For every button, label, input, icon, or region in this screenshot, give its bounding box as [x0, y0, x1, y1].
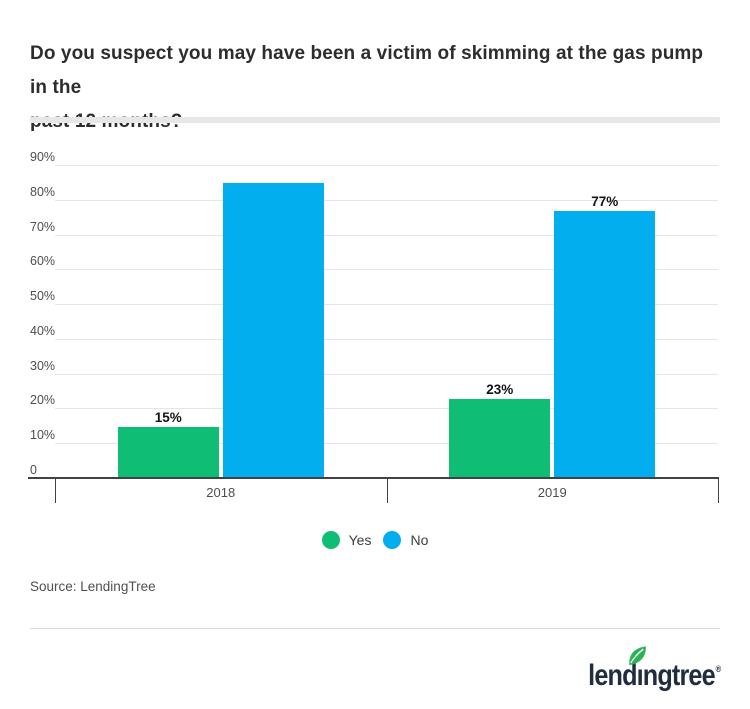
bar-no-2019 [554, 211, 656, 479]
x-axis-tick [55, 479, 56, 503]
source-text: Source: LendingTree [30, 579, 156, 594]
bar-value-label-yes-2018: 15% [154, 409, 182, 425]
legend-label-no: No [410, 532, 429, 548]
gridline-40% [55, 338, 718, 340]
bar-chart: 0 10% 20% 30% 40% 50% 60% 70% 80% 90% 15% 2018 23% 77… [28, 150, 719, 503]
logo-text-ngtree: ngtree [642, 659, 715, 692]
lendingtree-logo: lendıngtree® [563, 645, 721, 700]
footer-divider [30, 628, 720, 629]
x-axis-tick [386, 479, 388, 503]
y-axis-label: 60% [30, 254, 56, 269]
registered-mark: ® [715, 664, 721, 674]
bar-yes-2018 [117, 426, 219, 479]
y-axis-label: 90% [30, 150, 56, 164]
gridline-90% [55, 165, 718, 166]
x-axis-label-2019: 2019 [537, 485, 567, 500]
y-axis-label: 30% [30, 358, 56, 373]
legend-label-yes: Yes [348, 532, 372, 548]
legend-item-yes: Yes [321, 531, 372, 549]
leaf-icon [628, 646, 646, 666]
y-axis-label: 50% [30, 289, 56, 304]
gridline-80% [55, 199, 718, 201]
gridline-20% [55, 408, 718, 410]
logo-text-i: ı [636, 659, 643, 692]
chart-title: Do you suspect you may have been a victi… [30, 37, 722, 139]
y-axis-label: 10% [30, 428, 56, 443]
gridline-50% [55, 304, 718, 306]
bar-value-label-no-2019: 77% [591, 194, 619, 210]
y-axis-label: 20% [30, 393, 56, 408]
y-axis-label: 40% [30, 323, 56, 338]
legend-item-no: No [383, 531, 428, 549]
bar-no-2018 [222, 183, 324, 479]
y-axis-label: 70% [30, 219, 56, 234]
lendingtree-logo-word: lendıngtree® [587, 646, 721, 697]
x-axis-line [28, 477, 719, 479]
x-axis-label-2018: 2018 [206, 485, 236, 500]
gridline-10% [55, 443, 718, 445]
chart-title-line1: Do you suspect you may have been a victi… [30, 43, 704, 98]
bar-yes-2019 [449, 399, 551, 479]
logo-text-lend: lend [587, 659, 637, 692]
gridline-30% [55, 373, 718, 375]
x-axis-tick [718, 479, 719, 503]
legend-dot-yes [321, 531, 340, 549]
y-axis-label: 0 [30, 463, 37, 477]
bar-value-label-yes-2019: 23% [486, 382, 514, 397]
gridline-70% [55, 234, 718, 236]
gridline-60% [55, 269, 718, 271]
title-divider [30, 117, 720, 123]
y-axis-label: 80% [30, 184, 56, 199]
legend-dot-no [383, 531, 402, 549]
chart-legend: Yes No [0, 531, 750, 549]
